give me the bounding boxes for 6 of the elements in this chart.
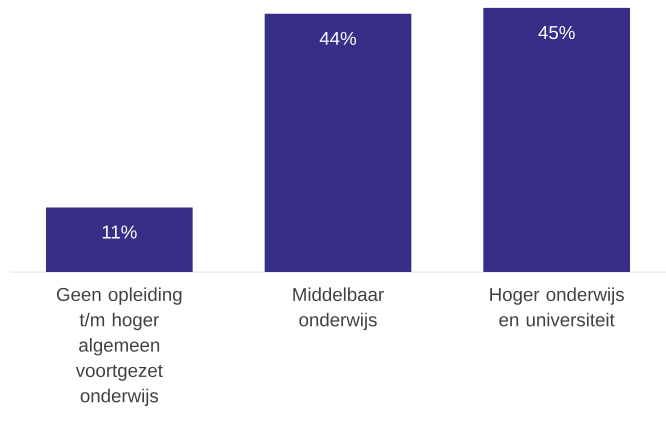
x-tick-label: Middelbaar onderwijs: [293, 287, 384, 330]
data-label: 44%: [320, 32, 356, 45]
x-tick-label: Hoger onderwijs en universiteit: [490, 287, 624, 326]
data-label: 45%: [538, 26, 575, 40]
x-tick-label: Geen opleiding t/m hoger algemeen voortgezet onderwijs: [56, 287, 182, 406]
data-label: 11%: [102, 225, 137, 239]
